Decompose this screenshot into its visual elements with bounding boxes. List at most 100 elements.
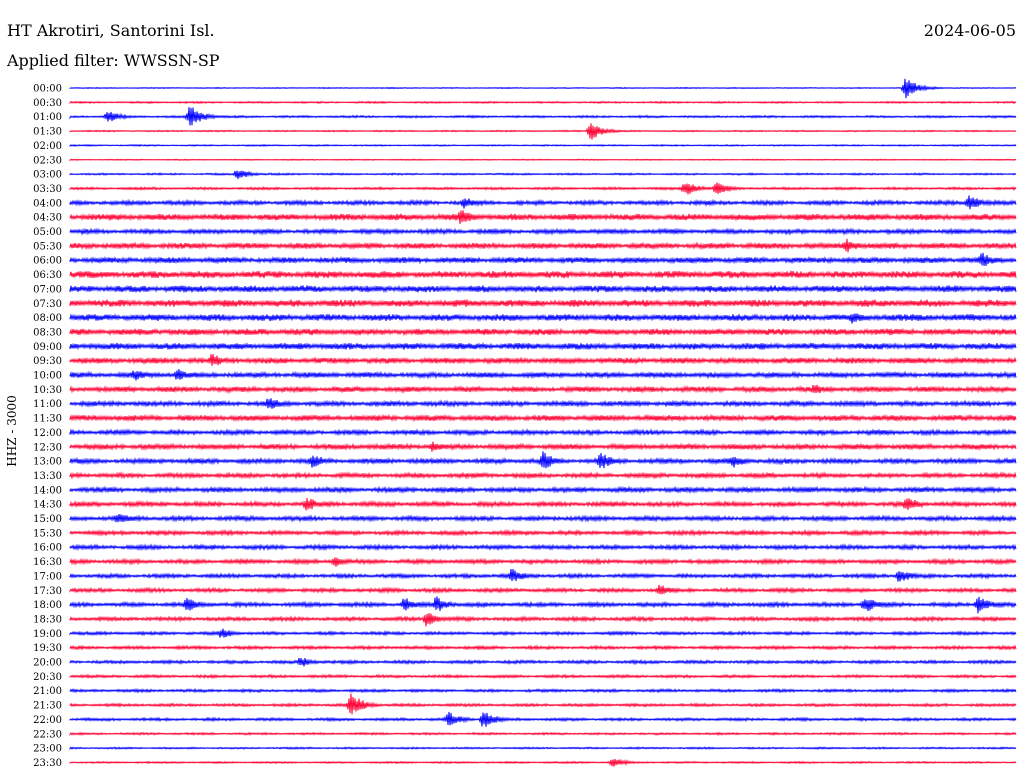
seismic-trace-1730: [69, 584, 1017, 595]
row-time-label: 22:30: [33, 729, 62, 740]
seismic-trace-2200: [69, 711, 1017, 727]
row-time-label: 01:00: [33, 112, 62, 123]
filter-label: Applied filter: WWSSN-SP: [7, 51, 220, 70]
seismic-trace-0130: [69, 123, 1017, 140]
row-time-label: 19:30: [33, 643, 62, 654]
row-time-label: 23:00: [33, 744, 62, 755]
row-time-label: 17:00: [33, 571, 62, 582]
row-time-label: 00:30: [33, 98, 62, 109]
row-time-label: 15:00: [33, 514, 62, 525]
row-time-label: 09:30: [33, 356, 62, 367]
seismic-trace-1500: [69, 514, 1017, 523]
seismic-trace-1900: [69, 628, 1017, 638]
seismic-trace-2330: [69, 758, 1017, 767]
row-time-label: 23:30: [33, 758, 62, 769]
row-time-label: 03:00: [33, 170, 62, 181]
seismic-trace-1330: [69, 471, 1017, 480]
seismic-trace-1300: [69, 451, 1017, 469]
row-time-label: 06:00: [33, 256, 62, 267]
date-label: 2024-06-05: [923, 21, 1016, 40]
row-time-label: 18:00: [33, 600, 62, 611]
station-title: HT Akrotiri, Santorini Isl.: [7, 21, 215, 40]
row-time-label: 19:00: [33, 629, 62, 640]
row-time-label: 18:30: [33, 614, 62, 625]
row-time-label: 05:00: [33, 227, 62, 238]
row-time-label: 20:00: [33, 658, 62, 669]
row-time-label: 04:00: [33, 198, 62, 209]
seismic-trace-0730: [69, 298, 1017, 308]
seismic-trace-0400: [69, 195, 1017, 210]
seismic-trace-1030: [69, 384, 1017, 394]
row-time-label: 16:00: [33, 543, 62, 554]
seismic-trace-0630: [69, 270, 1017, 279]
seismic-trace-1430: [69, 498, 1017, 511]
seismic-trace-1100: [69, 398, 1017, 409]
row-time-label: 02:30: [33, 155, 62, 166]
seismic-trace-1130: [69, 413, 1017, 423]
seismic-trace-2130: [69, 693, 1017, 715]
row-time-label: 03:30: [33, 184, 62, 195]
seismic-trace-0230: [69, 158, 1017, 162]
row-time-label: 12:30: [33, 442, 62, 453]
seismic-trace-1600: [69, 543, 1017, 552]
row-time-label: 09:00: [33, 342, 62, 353]
seismic-trace-0100: [69, 107, 1017, 126]
seismic-trace-2030: [69, 673, 1017, 680]
seismic-trace-2300: [69, 746, 1017, 751]
seismic-trace-0900: [69, 342, 1017, 351]
seismic-trace-1400: [69, 485, 1017, 495]
seismic-trace-2000: [69, 657, 1017, 667]
seismic-trace-1700: [69, 569, 1017, 582]
seismic-trace-0300: [69, 170, 1017, 179]
seismic-trace-1530: [69, 528, 1017, 537]
seismic-trace-0430: [69, 210, 1017, 224]
row-time-label: 14:30: [33, 500, 62, 511]
seismic-trace-1630: [69, 557, 1017, 567]
seismic-trace-0830: [69, 327, 1017, 337]
seismic-trace-0600: [69, 252, 1017, 267]
seismic-trace-2100: [69, 687, 1017, 694]
seismic-trace-0800: [69, 313, 1017, 324]
seismic-trace-2230: [69, 731, 1017, 737]
row-time-label: 10:30: [33, 385, 62, 396]
row-time-label: 07:30: [33, 299, 62, 310]
row-time-label: 17:30: [33, 586, 62, 597]
row-time-label: 06:30: [33, 270, 62, 281]
row-time-label: 05:30: [33, 241, 62, 252]
row-time-label: 21:30: [33, 701, 62, 712]
row-time-label: 10:00: [33, 371, 62, 382]
row-time-label: 13:30: [33, 471, 62, 482]
seismic-trace-1200: [69, 428, 1017, 437]
seismic-trace-1830: [69, 612, 1017, 627]
row-time-label: 08:00: [33, 313, 62, 324]
seismic-trace-0030: [69, 100, 1017, 105]
row-time-label: 12:00: [33, 428, 62, 439]
seismic-trace-1230: [69, 441, 1017, 452]
row-time-label: 13:00: [33, 457, 62, 468]
row-time-label: 15:30: [33, 528, 62, 539]
row-time-label: 20:30: [33, 672, 62, 683]
row-time-label: 22:00: [33, 715, 62, 726]
seismic-trace-0200: [69, 143, 1017, 148]
seismic-trace-1930: [69, 644, 1017, 651]
row-time-label: 14:00: [33, 485, 62, 496]
seismic-trace-0500: [69, 227, 1017, 236]
row-time-label: 16:30: [33, 557, 62, 568]
row-time-label: 01:30: [33, 127, 62, 138]
seismic-trace-0530: [69, 238, 1017, 253]
seismic-trace-1800: [69, 596, 1017, 614]
seismic-trace-0330: [69, 182, 1017, 195]
row-time-label: 11:30: [33, 414, 62, 425]
row-time-label: 00:00: [33, 84, 62, 95]
row-time-label: 02:00: [33, 141, 62, 152]
row-time-label: 04:30: [33, 213, 62, 224]
row-time-label: 11:00: [33, 399, 62, 410]
seismic-trace-0700: [69, 284, 1017, 294]
seismic-trace-1000: [69, 369, 1017, 381]
seismic-trace-0930: [69, 354, 1017, 366]
row-time-label: 21:00: [33, 686, 62, 697]
row-time-label: 07:00: [33, 284, 62, 295]
row-time-label: 08:30: [33, 327, 62, 338]
seismic-trace-0000: [69, 78, 1017, 99]
